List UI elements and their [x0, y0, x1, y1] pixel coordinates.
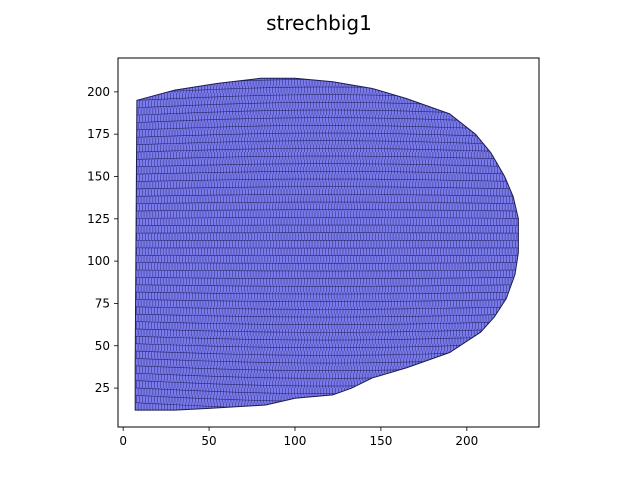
x-tick-label: 100: [284, 434, 307, 448]
y-tick-label: 25: [95, 381, 110, 395]
y-tick-label: 125: [87, 212, 110, 226]
y-axis: 25 50 75 100 125 150 175 200: [87, 85, 118, 395]
chart-title: strechbig1: [266, 11, 372, 35]
x-tick-label: 200: [455, 434, 478, 448]
x-tick-label: 50: [201, 434, 216, 448]
x-tick-label: 0: [119, 434, 127, 448]
y-tick-label: 175: [87, 127, 110, 141]
y-tick-label: 50: [95, 339, 110, 353]
x-axis: 0 50 100 150 200: [119, 427, 478, 448]
y-tick-label: 200: [87, 85, 110, 99]
y-tick-label: 100: [87, 254, 110, 268]
y-tick-label: 150: [87, 169, 110, 183]
mesh-outline: [134, 77, 519, 411]
axes-frame: [117, 57, 540, 428]
x-tick-label: 150: [369, 434, 392, 448]
y-tick-label: 75: [95, 296, 110, 310]
